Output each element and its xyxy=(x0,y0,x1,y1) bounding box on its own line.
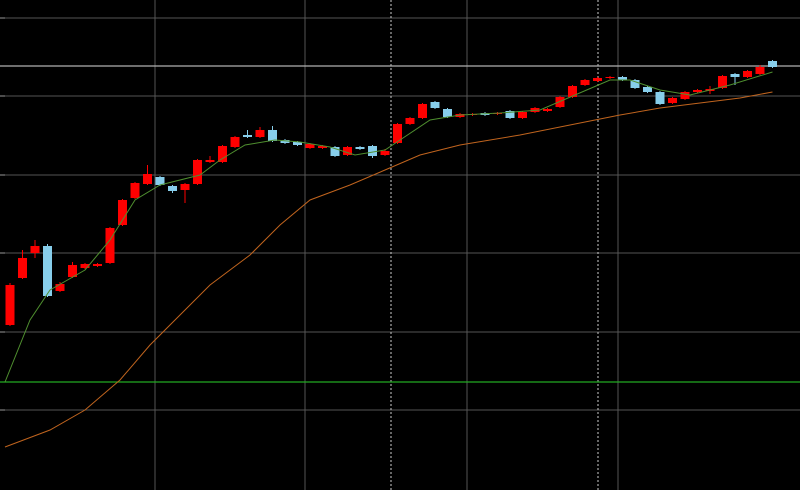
candle-body xyxy=(605,77,615,78)
candle-body xyxy=(68,265,77,277)
candle-body xyxy=(268,130,277,141)
candle-body xyxy=(430,102,440,108)
candle-body xyxy=(55,284,65,291)
candle-body xyxy=(768,61,777,67)
candle-body xyxy=(518,112,527,118)
candle-body xyxy=(668,98,677,103)
candle-body xyxy=(405,118,415,124)
candle-body xyxy=(30,246,40,253)
candle-body xyxy=(643,87,652,92)
candle-body xyxy=(743,71,752,77)
candle-body xyxy=(755,67,765,74)
candle-body xyxy=(555,97,565,107)
candle-body xyxy=(568,86,577,97)
candle-body xyxy=(505,111,515,118)
candle-body xyxy=(593,78,602,81)
candle-body xyxy=(580,80,590,85)
candle-body xyxy=(443,109,452,117)
candle-body xyxy=(18,258,27,278)
candle-body xyxy=(43,246,52,296)
candle-body xyxy=(343,147,352,155)
candle-body xyxy=(205,160,215,162)
candle-body xyxy=(318,146,327,148)
candle-body xyxy=(118,200,127,225)
candle-body xyxy=(155,177,165,185)
candle-body xyxy=(393,124,402,143)
candle-body xyxy=(618,77,627,80)
candle-body xyxy=(180,184,190,190)
candle-body xyxy=(293,142,302,145)
candle-body xyxy=(730,74,740,77)
candle-body xyxy=(130,183,140,198)
candle-body xyxy=(693,90,702,92)
candle-body xyxy=(5,285,15,325)
candle-body xyxy=(655,92,665,104)
candle-body xyxy=(355,147,365,149)
candle-body xyxy=(330,147,340,156)
candle-body xyxy=(718,76,727,88)
candle-body xyxy=(230,137,240,147)
candle-body xyxy=(218,146,227,162)
candle-body xyxy=(243,135,252,137)
moving-average xyxy=(4,71,773,383)
candle-body xyxy=(80,264,90,268)
candle-body xyxy=(380,151,390,155)
candle-body xyxy=(193,160,202,184)
candle-body xyxy=(543,109,552,111)
candle-body xyxy=(255,130,265,137)
candle-body xyxy=(418,104,427,118)
candle-body xyxy=(143,174,152,184)
candle-body xyxy=(630,80,640,88)
candle-body xyxy=(305,144,315,148)
moving-average xyxy=(4,91,773,448)
candle-body xyxy=(93,264,102,266)
candle-body xyxy=(168,186,177,191)
candle-body xyxy=(368,146,377,156)
candle-body xyxy=(680,92,690,99)
candle-body xyxy=(105,228,115,263)
candle-body xyxy=(280,140,290,143)
